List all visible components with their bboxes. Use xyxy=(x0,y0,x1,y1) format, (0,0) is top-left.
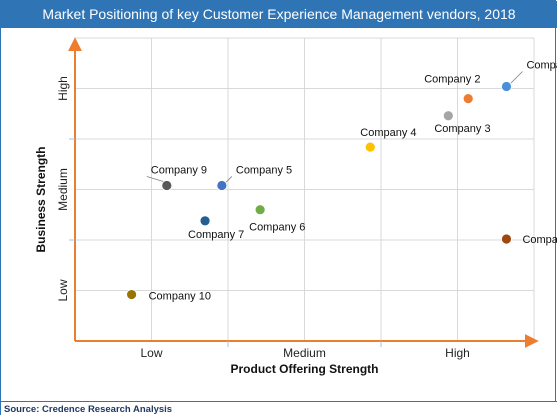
source-note: Source: Credence Research Analysis xyxy=(1,401,557,416)
x-tick-label: Medium xyxy=(283,346,326,360)
data-points: Company 1 Company 2 Company 3 Company 4 Comp… xyxy=(126,59,557,303)
point-marker xyxy=(501,233,512,245)
data-point: Company 8 xyxy=(501,233,557,246)
chart-title: Market Positioning of key Customer Exper… xyxy=(1,1,557,28)
tick-labels: Low Medium High Low Medium High xyxy=(56,76,470,360)
label-leader-line xyxy=(509,71,523,85)
grid xyxy=(75,37,535,341)
x-axis-title: Product Offering Strength xyxy=(231,362,379,376)
y-tick-label: Low xyxy=(56,279,70,301)
point-marker xyxy=(161,180,173,191)
data-point: Company 10 xyxy=(126,289,211,303)
point-marker xyxy=(462,93,474,104)
point-label: Company 10 xyxy=(149,291,211,303)
data-point: Company 5 xyxy=(216,164,292,191)
point-marker xyxy=(254,204,266,216)
x-tick-label: Low xyxy=(140,346,162,360)
point-marker xyxy=(442,110,454,122)
point-marker xyxy=(199,215,211,227)
data-point: Company 4 xyxy=(360,127,417,153)
data-point: Company 6 xyxy=(249,204,305,234)
point-marker xyxy=(126,289,138,300)
point-label: Company 5 xyxy=(236,164,292,176)
point-label: Company 2 xyxy=(424,74,480,86)
point-marker xyxy=(216,180,228,191)
point-marker xyxy=(364,141,376,153)
point-marker xyxy=(501,81,512,92)
data-point: Company 9 xyxy=(146,164,207,191)
point-label: Company 6 xyxy=(249,222,305,234)
point-label: Company 8 xyxy=(522,234,557,246)
y-tick-label: Medium xyxy=(56,168,70,211)
point-label: Company 4 xyxy=(360,127,416,139)
data-point: Company 2 xyxy=(424,74,480,104)
point-label: Company 3 xyxy=(434,123,490,135)
y-axis-title: Business Strength xyxy=(34,146,48,252)
x-tick-label: High xyxy=(445,346,470,360)
data-point: Company 3 xyxy=(434,110,491,135)
y-tick-label: High xyxy=(56,76,70,101)
point-label: Company 1 xyxy=(526,59,557,71)
point-label: Company 9 xyxy=(151,164,207,176)
data-point: Company 1 xyxy=(501,59,557,92)
point-label: Company 7 xyxy=(188,229,244,241)
axes xyxy=(68,37,539,348)
data-point: Company 7 xyxy=(188,215,244,241)
